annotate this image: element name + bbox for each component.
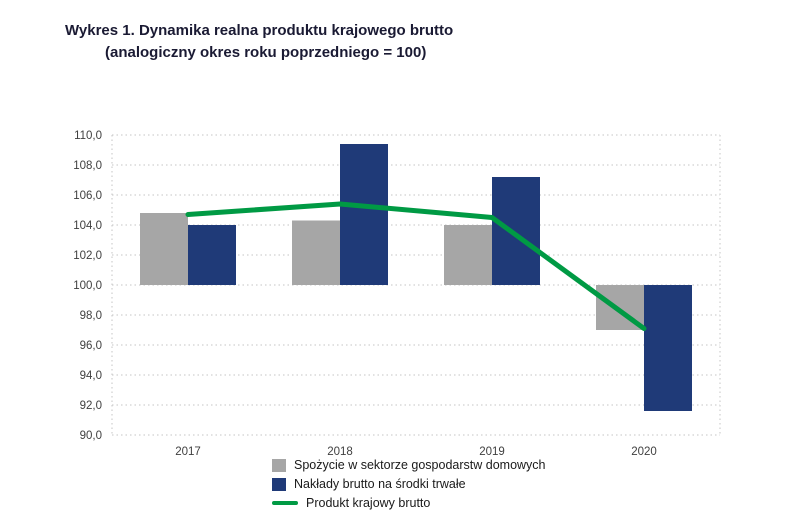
- legend-item-gray-bars: Spożycie w sektorze gospodarstw domowych: [272, 458, 546, 472]
- y-tick-label: 96,0: [80, 340, 102, 352]
- y-tick-label: 94,0: [80, 370, 102, 382]
- legend-swatch-navy: [272, 477, 286, 491]
- bar-gray-2018: [292, 220, 340, 285]
- legend-label-gray: Spożycie w sektorze gospodarstw domowych: [294, 458, 546, 472]
- bar-gray-2017: [140, 213, 188, 285]
- x-tick-label-2019: 2019: [479, 446, 505, 455]
- legend-label-navy: Nakłady brutto na środki trwałe: [294, 477, 466, 491]
- y-tick-label: 104,0: [73, 220, 102, 232]
- chart-title: Wykres 1. Dynamika realna produktu krajo…: [65, 20, 625, 64]
- y-tick-label: 92,0: [80, 400, 102, 412]
- bar-gray-2019: [444, 225, 492, 285]
- x-tick-label-2017: 2017: [175, 446, 201, 455]
- gdp-line: [185, 201, 647, 331]
- legend-label-green: Produkt krajowy brutto: [306, 496, 431, 510]
- bar-navy-2018: [340, 144, 388, 285]
- legend-item-green-line: Produkt krajowy brutto: [272, 496, 546, 510]
- y-tick-label: 102,0: [73, 250, 102, 262]
- x-tick-label-2018: 2018: [327, 446, 353, 455]
- chart-title-line1: Wykres 1. Dynamika realna produktu krajo…: [65, 22, 454, 39]
- y-tick-label: 110,0: [74, 130, 102, 142]
- bar-navy-2019: [492, 177, 540, 285]
- y-tick-label: 108,0: [73, 160, 102, 172]
- x-tick-label-2020: 2020: [631, 446, 657, 455]
- plot-area: 90,0 92,0 94,0 96,0 98,0 100,0 102,0 104,0 106,0…: [40, 110, 740, 458]
- y-tick-label: 106,0: [73, 190, 102, 202]
- bar-navy-2020: [644, 285, 692, 411]
- chart-svg: 90,0 92,0 94,0 96,0 98,0 100,0 102,0 104,0 106,0…: [73, 130, 721, 458]
- legend-item-navy-bars: Nakłady brutto na środki trwałe: [272, 477, 546, 491]
- chart-title-line2: (analogiczny okres roku poprzedniego = 1…: [105, 43, 427, 61]
- legend-swatch-gray: [272, 458, 286, 472]
- y-tick-label: 90,0: [80, 430, 102, 442]
- legend-swatch-green-line: [272, 501, 298, 505]
- y-tick-label: 98,0: [80, 310, 102, 322]
- chart-legend: Spożycie w sektorze gospodarstw domowych…: [272, 458, 546, 510]
- bar-navy-2017: [188, 225, 236, 285]
- y-tick-label: 100,0: [73, 280, 102, 292]
